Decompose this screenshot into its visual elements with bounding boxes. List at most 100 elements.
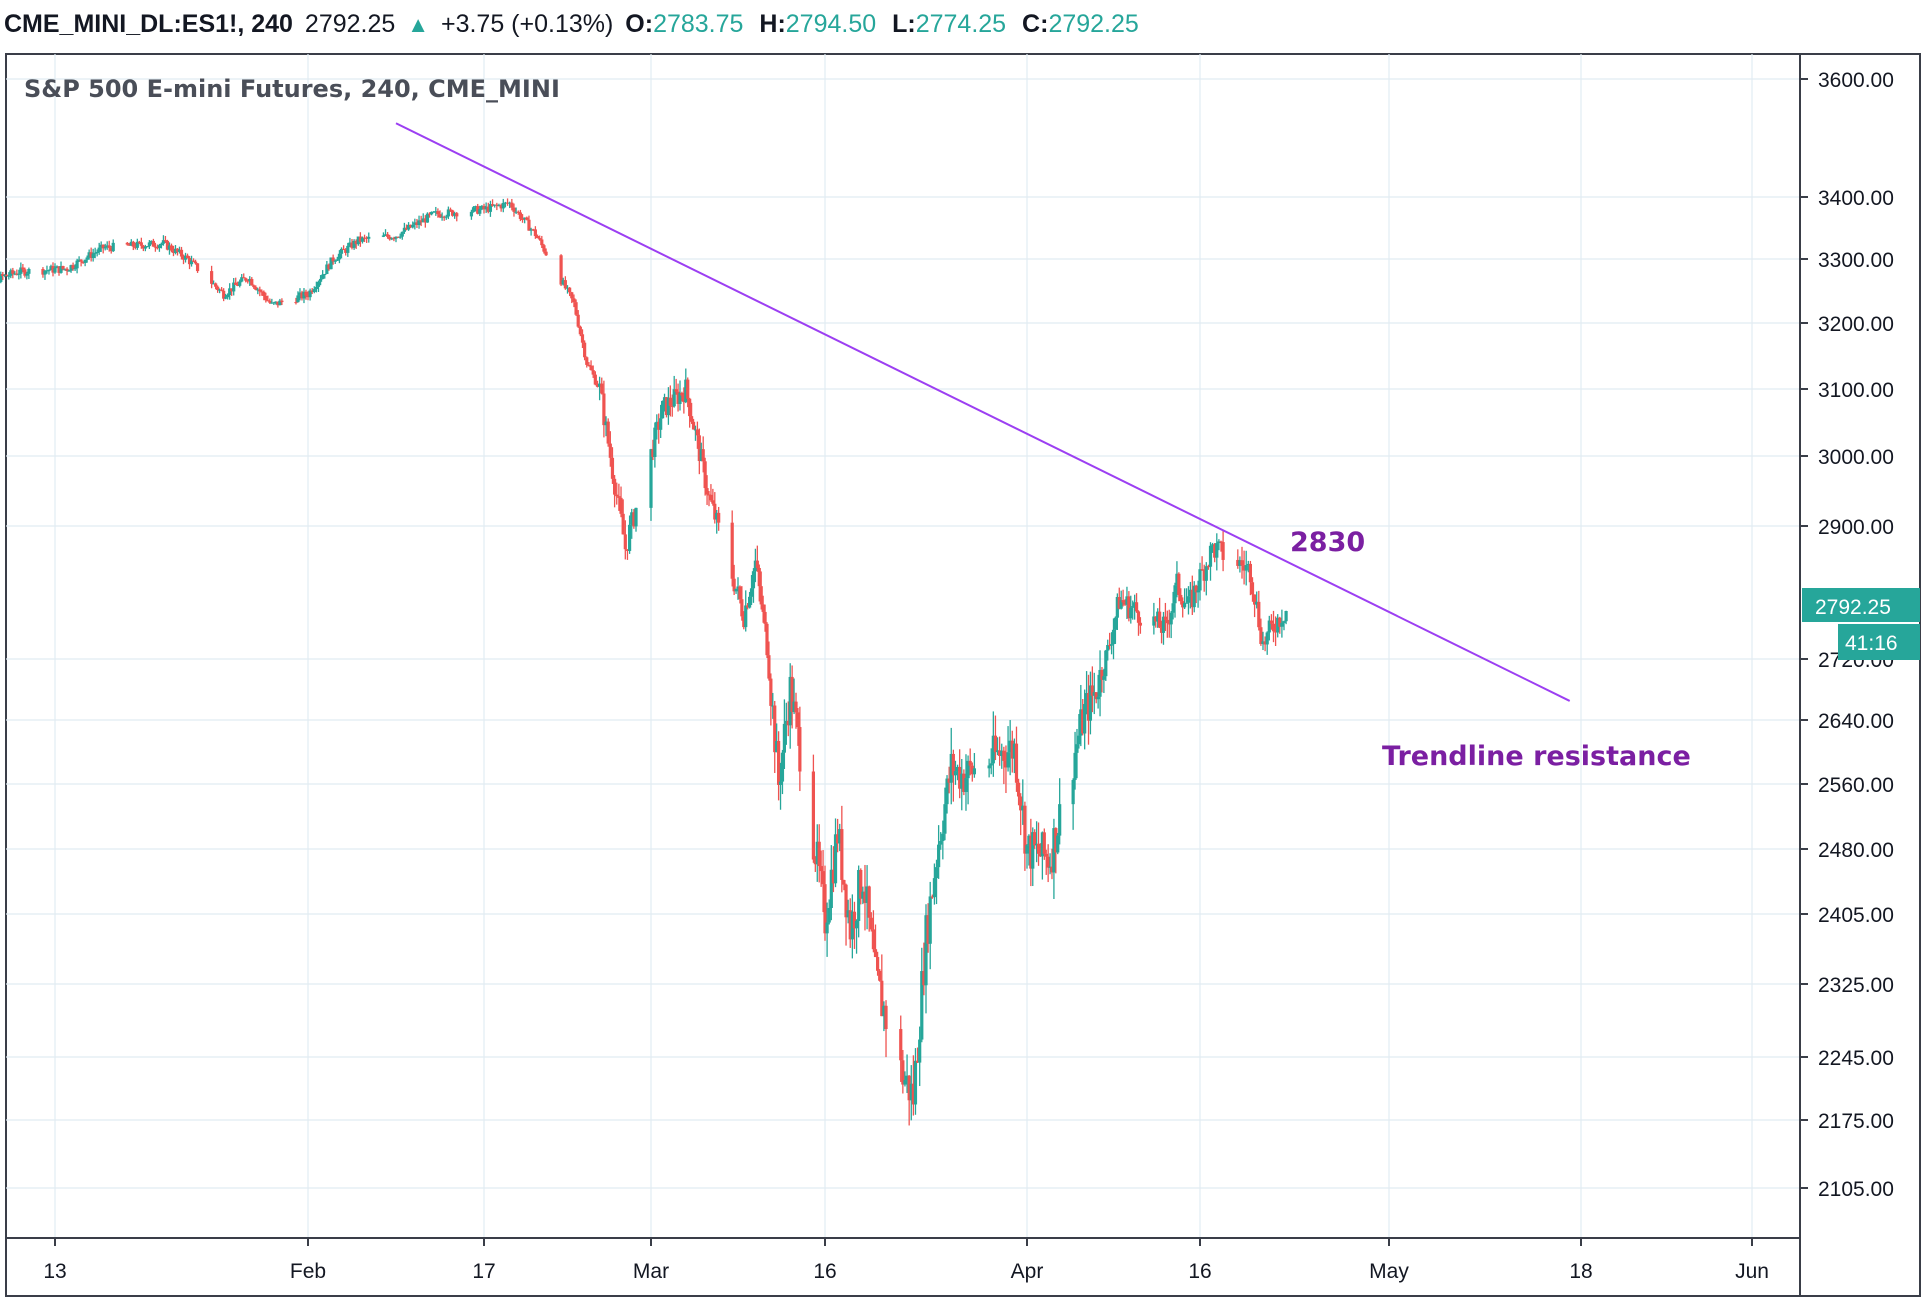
candle-body [911,1083,915,1105]
candle-body [964,778,968,792]
candle-body [1248,563,1252,583]
candle-body [226,295,230,298]
candle-body [955,766,960,772]
candle-body [1211,544,1215,546]
candle-body [697,435,701,462]
candle-body [918,1039,922,1063]
chart-title: S&P 500 E-mini Futures, 240, CME_MINI [24,75,560,103]
candle-body [181,256,186,260]
candle-body [153,246,157,248]
candle-body [915,1060,920,1063]
candle-body [1121,600,1125,603]
candle-body [578,326,582,335]
candle-body [323,274,327,276]
candle-body [212,283,216,285]
time-axis[interactable]: 13 Feb 17 Mar 16 Apr 16 May 18 Jun [43,1238,1769,1283]
candle-body [767,655,771,679]
candle-body [248,278,252,281]
candle-body [1169,612,1173,625]
candle-body [400,231,404,237]
candle-body [1075,744,1079,753]
candle-body [703,461,707,489]
candle-body [1052,828,1056,873]
candle-body [991,735,995,764]
last-price-axis-label: 2792.25 [1815,596,1891,619]
candle-body [232,282,236,292]
candle-body [627,524,632,551]
symbol-label: CME_MINI_DL:ES1!, 240 [4,10,293,38]
candle-body [1123,602,1127,605]
candle-body [493,204,497,206]
candle-body [300,292,304,299]
candle-body [1134,602,1139,612]
candle-body [402,227,406,232]
candle-body [1090,685,1094,696]
candle-body [1171,603,1175,613]
candle-body [871,929,875,950]
candle-body [272,302,276,304]
candle-body [1012,743,1016,759]
candle-body [1184,602,1189,604]
candle-body [730,522,734,579]
candle-body [242,277,246,279]
candle-body [298,292,302,296]
candle-body [308,290,312,298]
y-tick-label: 2405.00 [1818,904,1894,927]
candle-body [1016,782,1021,797]
candle-body [842,879,846,885]
candle-body [1138,622,1143,626]
candle-body [7,275,11,277]
candle-body [615,494,619,497]
candle-body [79,259,83,262]
trendline[interactable] [395,122,1571,702]
candle-body [222,290,226,299]
candle-body [788,676,792,726]
candle-body [568,287,572,293]
candle-body [49,266,53,271]
candle-body [346,245,350,253]
candle-body [358,236,362,242]
candle-body [1267,620,1271,633]
candle-body [388,236,392,240]
y-tick-label: 2105.00 [1818,1178,1894,1201]
candle-body [926,915,930,944]
candle-body [89,252,93,258]
candle-body [21,267,25,270]
candle-body [1106,644,1110,651]
candle-body [1100,669,1104,680]
candle-body [678,392,682,404]
candle-body [17,273,21,275]
candle-body [672,389,676,407]
x-tick-label: 13 [43,1260,66,1283]
candle-body [884,1005,888,1030]
candle-body [254,287,258,290]
candle-body [165,240,170,250]
x-tick-label: 16 [1188,1260,1211,1283]
candle-body [699,449,703,462]
candle-body [187,258,192,265]
candle-body [606,421,610,444]
candle-body [705,488,709,495]
candle-body [1131,606,1135,608]
candle-body [3,274,7,276]
candle-body [740,599,744,617]
candle-body [73,268,77,270]
candle-body [1246,563,1250,566]
candle-body [1084,693,1089,705]
candle-body [455,213,459,217]
candle-body [1117,597,1121,609]
x-tick-label: Mar [633,1260,669,1283]
low-label: L: [892,10,916,38]
candle-body [1048,866,1052,868]
candle-body [499,205,503,209]
candle-body [1255,601,1259,605]
price-axis[interactable]: 3600.00 3400.00 3300.00 3200.00 3100.00 3000.… [1800,69,1894,1201]
high-label: H: [759,10,786,38]
candle-body [1159,627,1164,633]
candle-body [302,291,306,299]
candle-body [913,1060,918,1105]
y-tick-label: 2175.00 [1818,1110,1894,1133]
candle-body [0,274,3,282]
candle-body [1274,631,1278,633]
